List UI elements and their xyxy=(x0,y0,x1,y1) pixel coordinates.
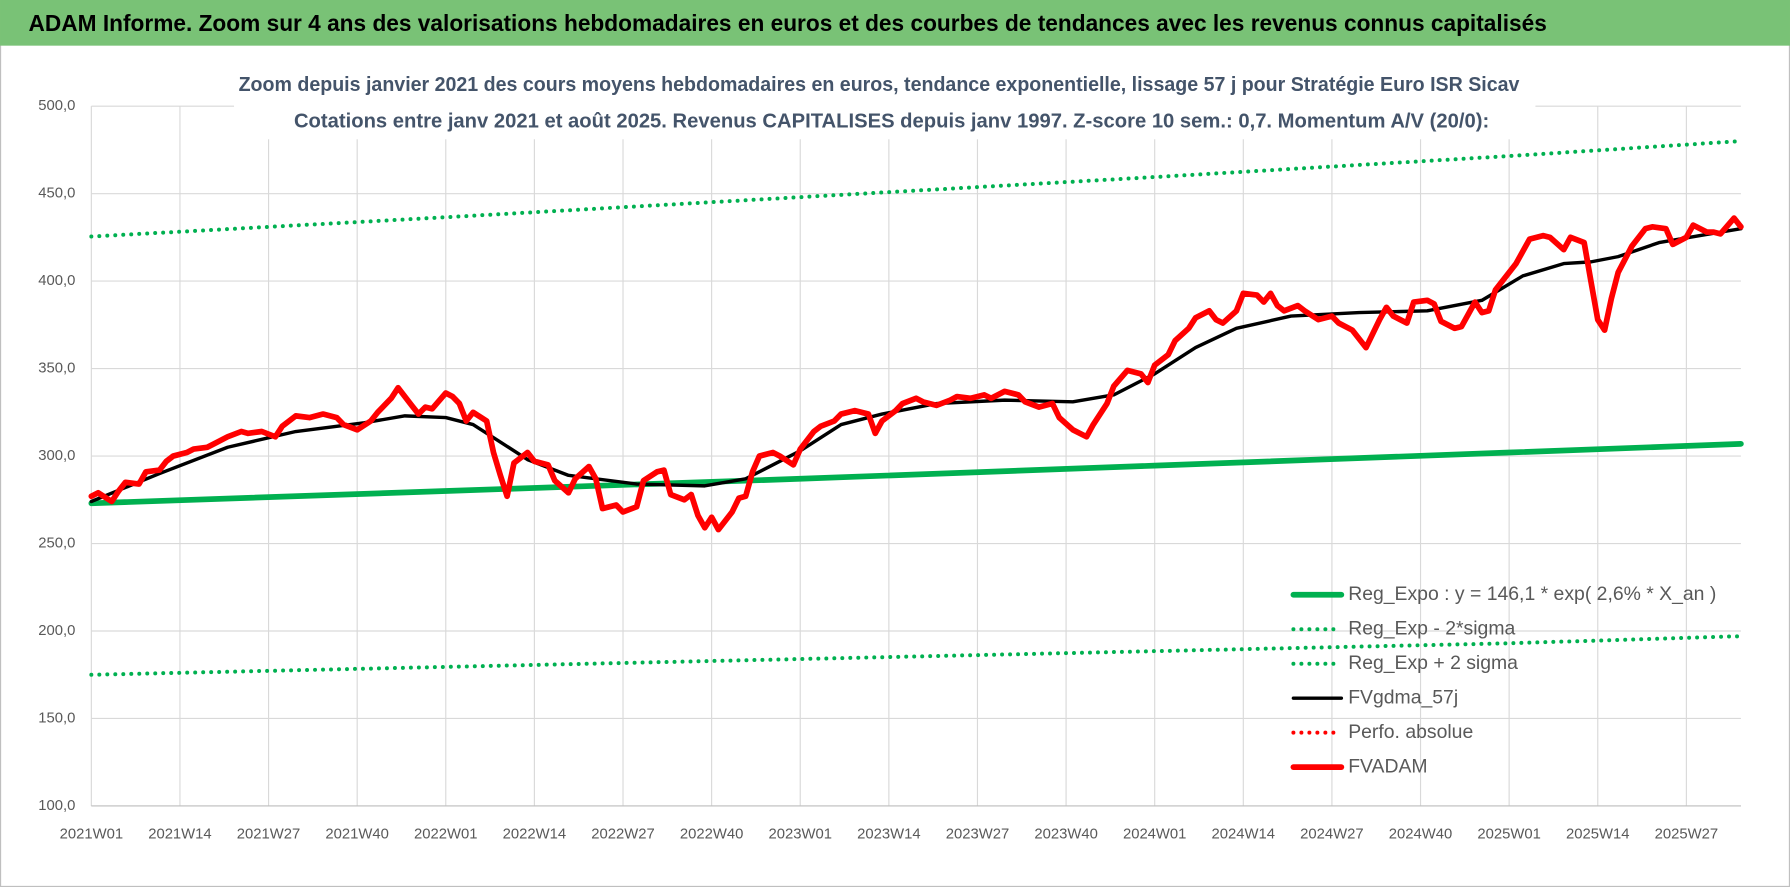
subtitle-box xyxy=(234,68,1536,140)
legend-label: Reg_Exp + 2 sigma xyxy=(1348,652,1518,674)
x-tick-label: 2021W27 xyxy=(237,826,300,842)
legend-label: Reg_Exp - 2*sigma xyxy=(1348,617,1515,639)
x-tick-label: 2022W14 xyxy=(503,826,566,842)
x-tick-label: 2023W27 xyxy=(946,826,1009,842)
legend-label: FVgdma_57j xyxy=(1348,686,1458,708)
y-tick-label: 250,0 xyxy=(38,535,75,551)
y-tick-label: 400,0 xyxy=(38,273,75,289)
y-tick-label: 450,0 xyxy=(38,186,75,202)
x-tick-label: 2022W27 xyxy=(591,826,654,842)
chart-title: Zoom depuis janvier 2021 des cours moyen… xyxy=(239,73,1520,96)
x-tick-label: 2023W14 xyxy=(857,826,920,842)
x-tick-label: 2021W14 xyxy=(148,826,211,842)
y-tick-label: 350,0 xyxy=(38,361,75,377)
x-tick-label: 2025W14 xyxy=(1566,826,1629,842)
chart-subtitle: Cotations entre janv 2021 et août 2025. … xyxy=(294,110,1489,133)
y-tick-label: 500,0 xyxy=(38,98,75,114)
series-line xyxy=(89,139,1743,239)
x-tick-label: 2024W01 xyxy=(1123,826,1186,842)
y-tick-label: 300,0 xyxy=(38,448,75,464)
plot-area: 100,0 150,0 200,0 250,0 300,0 350,0 400,0 450,0… xyxy=(38,98,1744,842)
series-line xyxy=(89,634,1743,677)
header-bar xyxy=(0,0,1790,46)
y-tick-label: 100,0 xyxy=(38,798,75,814)
x-tick-label: 2024W27 xyxy=(1300,826,1363,842)
x-tick-label: 2025W01 xyxy=(1477,826,1540,842)
legend: Reg_Expo : y = 146,1 * exp( 2,6% * X_an … xyxy=(1290,583,1716,777)
y-tick-label: 200,0 xyxy=(38,623,75,639)
x-tick-label: 2023W40 xyxy=(1034,826,1097,842)
series-line xyxy=(88,215,1744,533)
x-tick-label: 2024W40 xyxy=(1389,826,1452,842)
header-title: ADAM Informe. Zoom sur 4 ans des valoris… xyxy=(29,10,1547,36)
x-tick-label: 2022W40 xyxy=(680,826,743,842)
y-tick-label: 150,0 xyxy=(38,710,75,726)
legend-label: Perfo. absolue xyxy=(1348,721,1473,743)
x-tick-label: 2022W01 xyxy=(414,826,477,842)
x-tick-label: 2024W14 xyxy=(1212,826,1275,842)
x-tick-label: 2021W40 xyxy=(325,826,388,842)
series-line xyxy=(88,440,1744,507)
legend-label: Reg_Expo : y = 146,1 * exp( 2,6% * X_an … xyxy=(1348,583,1716,605)
x-tick-label: 2025W27 xyxy=(1655,826,1718,842)
legend-label: FVADAM xyxy=(1348,755,1427,777)
x-tick-label: 2021W01 xyxy=(60,826,123,842)
x-tick-label: 2023W01 xyxy=(768,826,831,842)
